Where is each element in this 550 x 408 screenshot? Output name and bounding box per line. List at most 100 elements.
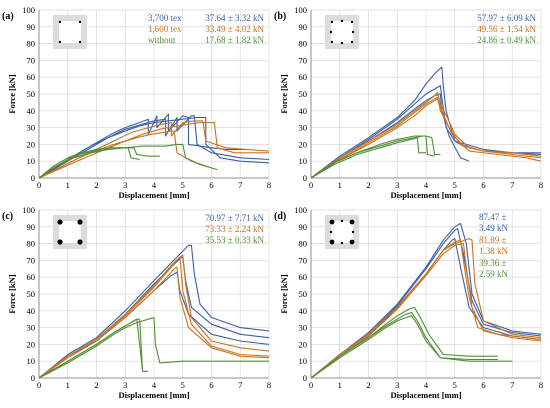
panel-label: (b): [274, 11, 286, 22]
y-tick-label: 40: [27, 306, 36, 316]
x-tick-label: 1: [338, 180, 342, 190]
series-line: [38, 147, 160, 179]
x-tick-label: 1: [66, 380, 70, 390]
y-tick-label: 30: [27, 123, 36, 133]
series-line: [310, 311, 498, 379]
y-tick-label: 80: [27, 239, 36, 249]
reinforcement-bar-mark: [350, 40, 354, 44]
y-tick-label: 70: [27, 55, 36, 65]
series-line: [38, 143, 218, 179]
series-line: [38, 244, 270, 379]
x-axis-label: Displacement [mm]: [118, 390, 189, 400]
x-tick-label: 8: [539, 380, 543, 390]
series-line: [310, 135, 435, 179]
y-tick-label: 100: [22, 205, 35, 215]
series-line: [38, 130, 212, 179]
y-tick-label: 50: [299, 89, 308, 99]
series-line: [310, 98, 542, 179]
y-tick-label: 90: [27, 222, 36, 232]
x-tick-label: 2: [94, 180, 98, 190]
legend-entry-value: 24.86 ± 0.49 kN: [477, 35, 536, 45]
x-tick-label: 7: [510, 380, 514, 390]
reinforcement-bar-mark: [329, 230, 333, 234]
reinforcement-bar-mark: [329, 219, 335, 225]
legend-entry-value: 70.97 ± 7.71 kN: [205, 213, 264, 223]
legend-entry-value: 81.89 ±: [479, 235, 507, 245]
legend-entry-value: 87.47 ±: [479, 212, 507, 222]
x-tick-label: 8: [267, 380, 271, 390]
y-axis-label: Force [kN]: [7, 274, 17, 313]
y-tick-label: 50: [27, 289, 36, 299]
x-tick-label: 1: [66, 180, 70, 190]
x-tick-label: 4: [152, 380, 157, 390]
y-tick-label: 60: [299, 272, 308, 282]
x-tick-label: 5: [181, 180, 185, 190]
legend-entry-label: 1,600 tex: [148, 24, 182, 34]
reinforcement-bar-mark: [58, 20, 62, 24]
y-tick-label: 40: [299, 106, 308, 116]
y-tick-label: 20: [299, 139, 308, 149]
x-tick-label: 0: [309, 380, 313, 390]
y-axis-label: Force [kN]: [279, 274, 289, 313]
y-tick-label: 90: [299, 22, 308, 32]
y-tick-label: 10: [299, 356, 308, 366]
y-tick-label: 40: [299, 306, 308, 316]
cross-section-inset-icon: [325, 15, 359, 49]
reinforcement-bar-mark: [351, 230, 355, 234]
reinforcement-bar-mark: [330, 40, 334, 44]
x-tick-label: 3: [395, 380, 399, 390]
legend-entry-value: 1.38 kN: [479, 246, 509, 256]
x-tick-label: 5: [453, 380, 457, 390]
x-tick-label: 8: [267, 180, 271, 190]
inset-section-core: [59, 221, 81, 243]
x-tick-label: 4: [424, 380, 429, 390]
y-tick-label: 10: [27, 356, 36, 366]
reinforcement-bar-mark: [349, 239, 355, 245]
inset-section-core: [331, 21, 353, 43]
panel-label: (d): [274, 211, 286, 222]
y-tick-label: 60: [27, 272, 36, 282]
x-tick-label: 3: [123, 180, 127, 190]
panel-c: 0 10 20 30 40 50 60 70 80 90 100 0 1 2 3 4 5 6 7 8 Displacem…: [2, 205, 271, 400]
x-tick-label: 4: [424, 180, 429, 190]
legend-entry-value: 37.64 ± 3.32 kN: [205, 13, 264, 23]
x-tick-label: 6: [209, 380, 213, 390]
y-tick-label: 10: [27, 156, 36, 166]
reinforcement-bar-mark: [78, 40, 82, 44]
y-tick-label: 60: [299, 72, 308, 82]
y-tick-label: 90: [27, 22, 36, 32]
panel-b: 0 10 20 30 40 50 60 70 80 90 100 0 1 2 3 4 5 6 7 8 Displacem…: [274, 5, 543, 200]
reinforcement-bar-mark: [57, 219, 63, 225]
x-tick-label: 6: [481, 180, 485, 190]
legend-entry-value: 57.97 ± 6.09 kN: [477, 13, 536, 23]
y-tick-label: 40: [27, 106, 36, 116]
x-tick-label: 0: [37, 180, 41, 190]
y-tick-label: 0: [31, 173, 35, 183]
y-tick-label: 100: [22, 5, 35, 15]
series-line: [310, 137, 426, 179]
series-line: [310, 243, 542, 379]
y-tick-label: 80: [27, 39, 36, 49]
legend-entry-value: 17.68 ± 1.82 kN: [205, 35, 264, 45]
y-tick-label: 70: [299, 255, 308, 265]
y-tick-label: 70: [27, 255, 36, 265]
y-tick-label: 70: [299, 55, 308, 65]
x-tick-label: 0: [309, 180, 313, 190]
y-tick-label: 50: [27, 89, 36, 99]
x-tick-label: 4: [152, 180, 157, 190]
x-tick-label: 0: [37, 380, 41, 390]
x-tick-label: 5: [181, 380, 185, 390]
legend-entry-value: 73.33 ± 2.24 kN: [205, 224, 264, 234]
panel-d: 0 10 20 30 40 50 60 70 80 90 100 0 1 2 3 4 5 6 7 8 Displacem…: [274, 205, 543, 400]
y-tick-label: 80: [299, 239, 308, 249]
series-line: [38, 316, 269, 379]
panel-label: (c): [2, 211, 13, 222]
legend-entry-value: 2.59 kN: [479, 269, 509, 279]
legend-entry-value: 35.53 ± 0.33 kN: [205, 235, 264, 245]
x-tick-label: 7: [238, 180, 242, 190]
x-tick-label: 7: [510, 180, 514, 190]
panel-label: (a): [2, 11, 14, 22]
series-line: [310, 315, 513, 379]
